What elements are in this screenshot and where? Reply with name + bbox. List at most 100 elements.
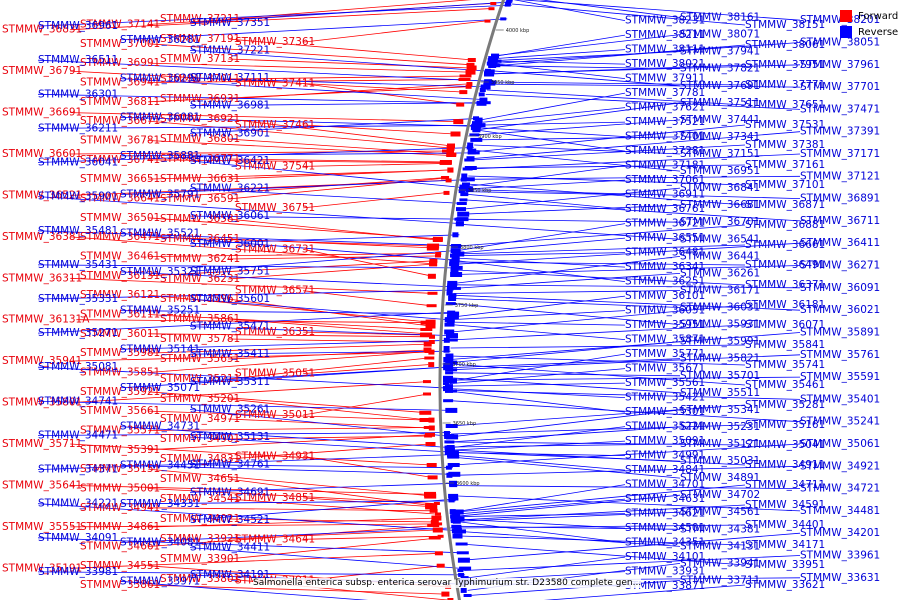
reverse-gene-block [444, 317, 451, 323]
reverse-swatch-icon [840, 26, 852, 38]
leader-line [303, 497, 435, 508]
reverse-gene-label: STMMW_37531 [745, 119, 825, 131]
reverse-gene-label: STMMW_35931 [680, 319, 760, 331]
reverse-gene-label: STMMW_37961 [800, 59, 880, 71]
leader-line [148, 333, 430, 338]
forward-gene-label: STMMW_35941 [2, 355, 82, 367]
leader-line [469, 153, 801, 170]
leader-line [37, 401, 451, 411]
reverse-gene-block [447, 463, 460, 467]
leader-line [459, 535, 746, 546]
leader-line [148, 79, 468, 83]
reverse-gene-block [443, 349, 450, 353]
leader-line [119, 464, 454, 475]
forward-gene-block [488, 7, 495, 11]
leader-line [189, 250, 458, 272]
reverse-gene-label: STMMW_34481 [800, 505, 880, 517]
reverse-gene-block [443, 365, 450, 371]
forward-gene-label: STMMW_36011 [80, 328, 160, 340]
forward-gene-block [443, 190, 450, 195]
reverse-gene-block [457, 211, 470, 217]
leader-line [456, 484, 626, 512]
forward-gene-block [424, 356, 435, 360]
reverse-gene-label: STMMW_35231 [680, 421, 760, 433]
forward-gene-block [424, 493, 437, 499]
forward-gene-label: STMMW_37141 [80, 19, 160, 31]
leader-line [454, 256, 681, 284]
reverse-gene-label: STMMW_34101 [625, 551, 705, 563]
forward-gene-block [458, 78, 471, 81]
reverse-gene-label: STMMW_36181 [745, 299, 825, 311]
leader-line [37, 59, 490, 82]
forward-gene-block [425, 442, 436, 446]
reverse-gene-label: STMMW_36951 [680, 165, 760, 177]
reverse-gene-label: STMMW_35071 [120, 382, 200, 394]
reverse-gene-block [449, 260, 456, 264]
leader-line [494, 60, 626, 65]
leader-line [455, 265, 801, 275]
forward-gene-label: STMMW_35661 [80, 405, 160, 417]
reverse-gene-label: STMMW_37771 [745, 79, 825, 91]
reverse-gene-label: STMMW_35751 [190, 265, 270, 277]
forward-gene-block [466, 82, 473, 86]
reverse-gene-block [448, 286, 461, 290]
reverse-gene-block [462, 177, 475, 182]
forward-gene-label: STMMW_36801 [160, 133, 240, 145]
reverse-gene-label: STMMW_34131 [680, 540, 760, 552]
reverse-gene-block [455, 542, 468, 546]
forward-gene-label: STMMW_36931 [160, 93, 240, 105]
forward-gene-block [435, 252, 442, 255]
leader-line [513, 0, 626, 21]
reverse-gene-label: STMMW_35761 [800, 349, 880, 361]
reverse-gene-block [456, 202, 467, 205]
leader-line [519, 0, 801, 21]
leader-line [485, 94, 801, 110]
leader-line [451, 426, 681, 443]
reverse-gene-label: STMMW_37651 [745, 99, 825, 111]
leader-line [457, 513, 626, 517]
reverse-gene-label: STMMW_35281 [745, 399, 825, 411]
reverse-gene-label: STMMW_34631 [625, 493, 705, 505]
scale-tick-label: 3700 kbp [452, 362, 476, 368]
forward-gene-label: STMMW_34941 [80, 502, 160, 514]
reverse-gene-label: STMMW_34401 [745, 519, 825, 531]
reverse-gene-block [451, 509, 464, 515]
forward-gene-block [439, 161, 452, 165]
reverse-gene-label: STMMW_34621 [625, 508, 705, 520]
gene-features [419, 0, 513, 600]
leader-line [466, 179, 626, 190]
leader-line [486, 89, 746, 106]
reverse-gene-block [448, 296, 457, 301]
forward-gene-label: STMMW_34971 [160, 413, 240, 425]
map-caption: Salmonella enterica subsp. enterica sero… [253, 578, 642, 588]
forward-gene-label: STMMW_36471 [80, 231, 160, 243]
reverse-gene-label: STMMW_38211 [625, 29, 705, 41]
forward-gene-block [429, 258, 438, 263]
reverse-gene-block [449, 484, 458, 488]
leader-line [451, 310, 626, 320]
reverse-gene-block [505, 2, 512, 6]
reverse-gene-block [445, 378, 457, 384]
forward-gene-label: STMMW_34901 [160, 433, 240, 445]
forward-gene-block [445, 178, 452, 183]
leader-line [453, 273, 681, 289]
forward-gene-label: STMMW_36691 [2, 107, 82, 119]
leader-line [449, 388, 626, 398]
reverse-gene-block [447, 453, 459, 458]
forward-gene-block [425, 319, 436, 325]
leader-line [469, 164, 746, 169]
forward-gene-label: STMMW_36571 [235, 285, 315, 297]
reverse-gene-label: STMMW_37161 [745, 159, 825, 171]
forward-gene-block [484, 19, 491, 23]
leader-line [70, 150, 452, 155]
leader-line [37, 125, 479, 129]
forward-gene-block [466, 65, 477, 71]
leader-line [462, 532, 801, 561]
reverse-gene-block [452, 518, 461, 524]
reverse-gene-label: STMMW_35161 [745, 419, 825, 431]
reverse-gene-label: STMMW_34711 [745, 479, 825, 491]
leader-line [70, 523, 437, 528]
leader-line [37, 289, 454, 300]
reverse-gene-block [445, 387, 453, 393]
reverse-gene-label: STMMW_33981 [38, 566, 118, 578]
